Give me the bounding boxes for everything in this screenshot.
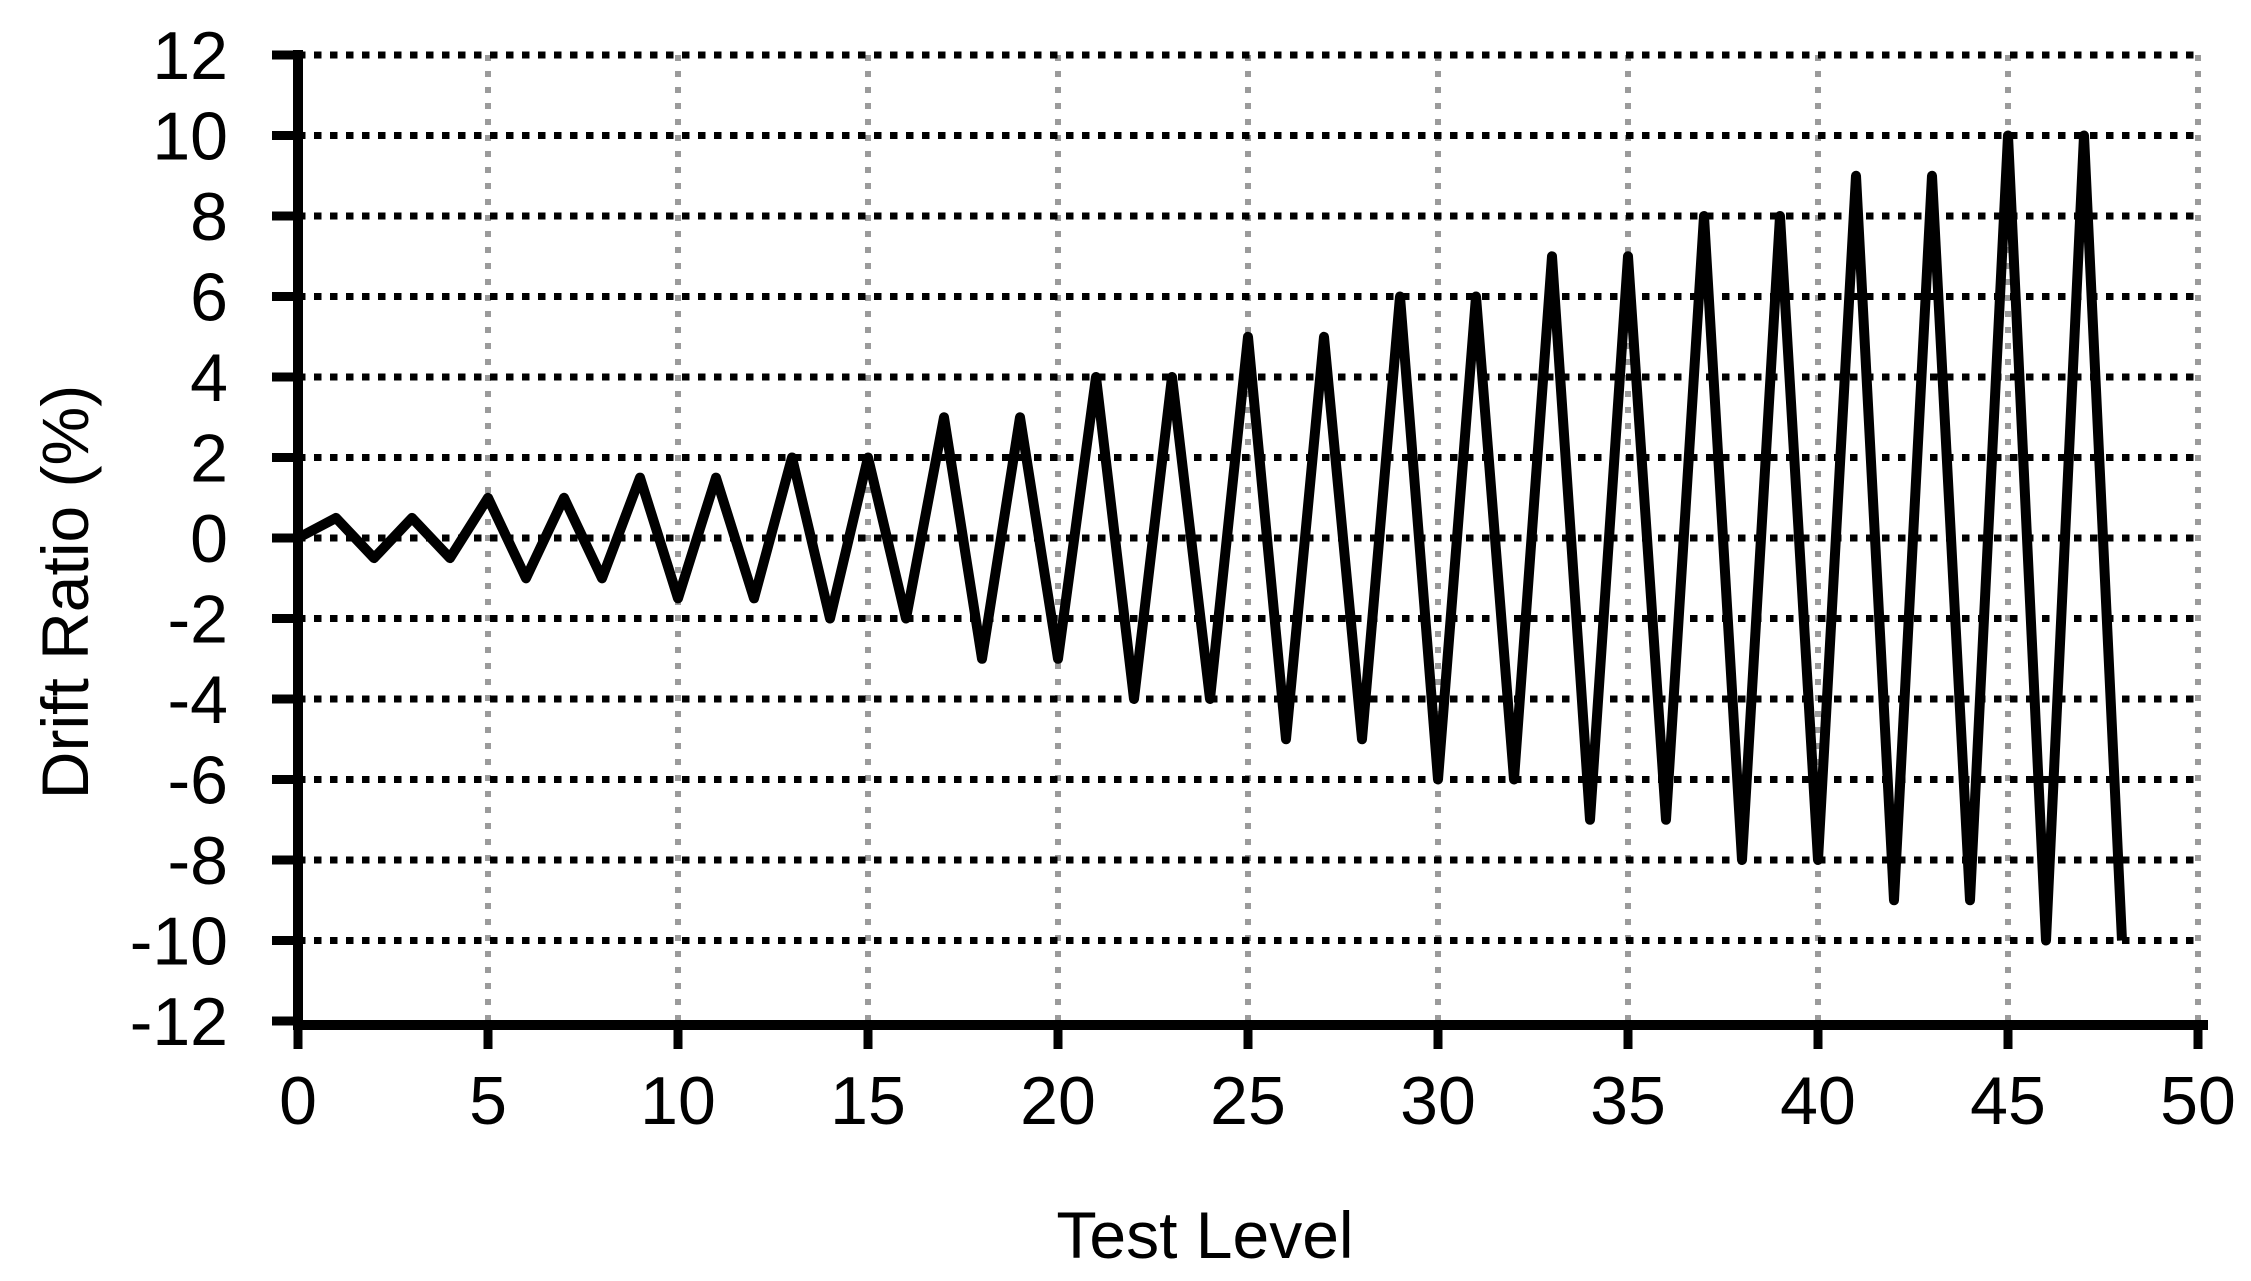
y-tick-label: -8 bbox=[168, 823, 228, 899]
x-tick-label: 5 bbox=[469, 1063, 507, 1139]
y-tick-label: -2 bbox=[168, 582, 228, 658]
x-tick-label: 45 bbox=[1970, 1063, 2046, 1139]
horizontal-gridlines bbox=[298, 51, 2198, 944]
y-tick-label: 2 bbox=[190, 421, 228, 497]
x-tick-label: 50 bbox=[2160, 1063, 2236, 1139]
data-line-drift-ratio-loading-protocol bbox=[295, 130, 2127, 946]
y-axis-title: Drift Ratio (%) bbox=[28, 385, 102, 799]
x-tick-label: 30 bbox=[1400, 1063, 1476, 1139]
x-axis-title: Test Level bbox=[1056, 1198, 1353, 1272]
x-tick-label: 25 bbox=[1210, 1063, 1286, 1139]
y-tick-label: 4 bbox=[190, 340, 228, 416]
axis-lines bbox=[293, 50, 2208, 1030]
x-tick-label: 10 bbox=[640, 1063, 716, 1139]
x-tick-label: 20 bbox=[1020, 1063, 1096, 1139]
x-tick-label: 40 bbox=[1780, 1063, 1856, 1139]
y-tick-label: -12 bbox=[130, 984, 228, 1060]
y-tick-label: -6 bbox=[168, 743, 228, 819]
x-tick-label: 35 bbox=[1590, 1063, 1666, 1139]
x-tick-label: 15 bbox=[830, 1063, 906, 1139]
y-tick-label: 12 bbox=[152, 18, 228, 94]
y-tick-label: 10 bbox=[152, 99, 228, 175]
x-tick-label: 0 bbox=[279, 1063, 317, 1139]
y-tick-label: 6 bbox=[190, 260, 228, 336]
y-tick-label: 0 bbox=[190, 501, 228, 577]
y-tick-label: 8 bbox=[190, 179, 228, 255]
y-tick-label: -10 bbox=[130, 904, 228, 980]
y-tick-label: -4 bbox=[168, 662, 228, 738]
data-series bbox=[295, 130, 2127, 946]
